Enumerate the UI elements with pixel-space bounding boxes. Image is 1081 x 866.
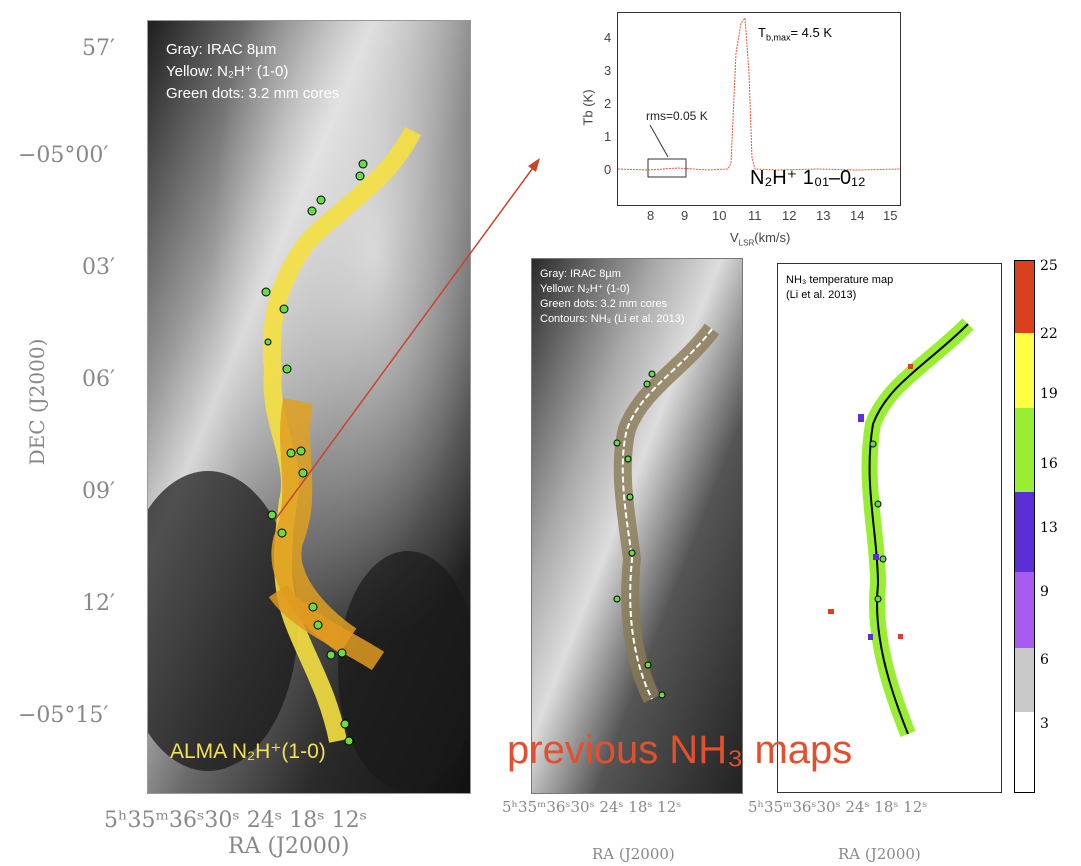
temperature-map-image	[828, 318, 974, 737]
ytick: 2	[604, 96, 612, 111]
ytick: 4	[604, 30, 612, 45]
ytick: 1	[604, 129, 612, 144]
xtick: 15	[883, 208, 898, 223]
xtick: 11	[748, 208, 762, 223]
colorbar-label: 22	[1040, 326, 1058, 342]
middle-ra-ticks: 5ʰ35ᵐ36ˢ30ˢ 24ˢ 18ˢ 12ˢ	[502, 798, 682, 816]
xtick: 8	[647, 208, 655, 223]
rms-arrow-icon	[649, 124, 669, 158]
spectrum-line	[617, 16, 901, 178]
main-map-panel: Gray: IRAC 8µm Yellow: N₂H⁺ (1-0) Green …	[147, 20, 471, 794]
colorbar-label: 9	[1040, 584, 1049, 600]
dec-tick: 57′	[82, 36, 115, 61]
colorbar-segment	[1015, 333, 1034, 408]
temp-map-title: NH₃ temperature map	[786, 274, 894, 286]
legend-line: Contours: NH₃ (Li et al. 2013)	[540, 313, 685, 325]
legend-line: Gray: IRAC 8µm	[166, 41, 277, 58]
ytick: 0	[604, 162, 612, 177]
middle-map-image	[532, 259, 742, 793]
right-ra-label: RA (J2000)	[838, 845, 921, 863]
spectrum-plot: rms=0.05 K Tb,max= 4.5 K N₂H⁺ 1₀₁–0₁₂	[617, 12, 901, 206]
temp-map-subtitle: (Li et al. 2013)	[786, 289, 857, 301]
rms-annotation: rms=0.05 K	[646, 109, 708, 123]
dec-tick: −05°00′	[18, 143, 109, 168]
colorbar-segment	[1015, 712, 1034, 792]
dec-tick: 12′	[82, 591, 115, 616]
middle-map-panel: Gray: IRAC 8µm Yellow: N₂H⁺ (1-0) Green …	[531, 258, 743, 794]
main-legend: Gray: IRAC 8µm Yellow: N₂H⁺ (1-0) Green …	[166, 39, 339, 105]
legend-line: Yellow: N₂H⁺ (1-0)	[166, 63, 289, 80]
dec-tick: −05°15′	[18, 703, 109, 728]
xlabel-sub: LSR	[738, 238, 755, 248]
xtick: 14	[850, 208, 865, 223]
colorbar-label: 6	[1040, 652, 1049, 668]
colorbar-label: 13	[1040, 520, 1058, 536]
dec-tick: 06′	[82, 367, 115, 392]
legend-line: Yellow: N₂H⁺ (1-0)	[540, 283, 630, 295]
line-label: N₂H⁺ 1₀₁–0₁₂	[750, 167, 866, 189]
spectrum-ylabel: Tb (K)	[580, 89, 596, 126]
middle-ra-label: RA (J2000)	[592, 845, 675, 863]
pointer-arrow	[274, 158, 540, 521]
tbmax-value: = 4.5 K	[790, 25, 833, 40]
dec-tick: 09′	[82, 479, 115, 504]
dec-tick: 03′	[82, 255, 115, 280]
colorbar	[1014, 260, 1035, 793]
overlay-caption: previous NH₃ maps	[507, 728, 853, 772]
tbmax-t: T	[758, 25, 766, 40]
xlabel-unit: (km/s)	[754, 230, 791, 245]
xtick: 10	[712, 208, 727, 223]
colorbar-segment	[1015, 261, 1034, 333]
temperature-map-panel: NH₃ temperature map (Li et al. 2013)	[777, 263, 1002, 793]
colorbar-segment	[1015, 572, 1034, 648]
tbmax-sub: b,max	[765, 32, 791, 43]
ra-axis-label: RA (J2000)	[228, 834, 350, 859]
right-ra-ticks: 5ʰ35ᵐ36ˢ30ˢ 24ˢ 18ˢ 12ˢ	[748, 798, 928, 816]
ra-ticks: 5ʰ35ᵐ36ˢ30ˢ 24ˢ 18ˢ 12ˢ	[104, 808, 368, 833]
colorbar-label: 25	[1040, 258, 1058, 274]
xtick: 9	[681, 208, 689, 223]
colorbar-segment	[1015, 408, 1034, 492]
middle-legend: Gray: IRAC 8µm Yellow: N₂H⁺ (1-0) Green …	[540, 267, 685, 327]
main-map-image	[148, 21, 470, 793]
colorbar-label: 19	[1040, 386, 1058, 402]
xlabel-v: V	[730, 230, 739, 245]
main-panel-label: ALMA N₂H⁺(1-0)	[170, 740, 326, 763]
ytick: 3	[604, 63, 612, 78]
xtick: 12	[782, 208, 797, 223]
legend-line: Green dots: 3.2 mm cores	[166, 85, 340, 102]
colorbar-label: 16	[1040, 456, 1058, 472]
colorbar-label: 3	[1040, 716, 1049, 732]
tbmax-annotation: Tb,max= 4.5 K	[758, 25, 832, 43]
dec-axis-label: DEC (J2000)	[25, 338, 49, 466]
colorbar-segment	[1015, 648, 1034, 712]
xtick: 13	[816, 208, 831, 223]
spectrum-xlabel: VLSR(km/s)	[730, 230, 790, 248]
legend-line: Gray: IRAC 8µm	[540, 268, 621, 280]
colorbar-segment	[1015, 492, 1034, 572]
legend-line: Green dots: 3.2 mm cores	[540, 298, 668, 310]
